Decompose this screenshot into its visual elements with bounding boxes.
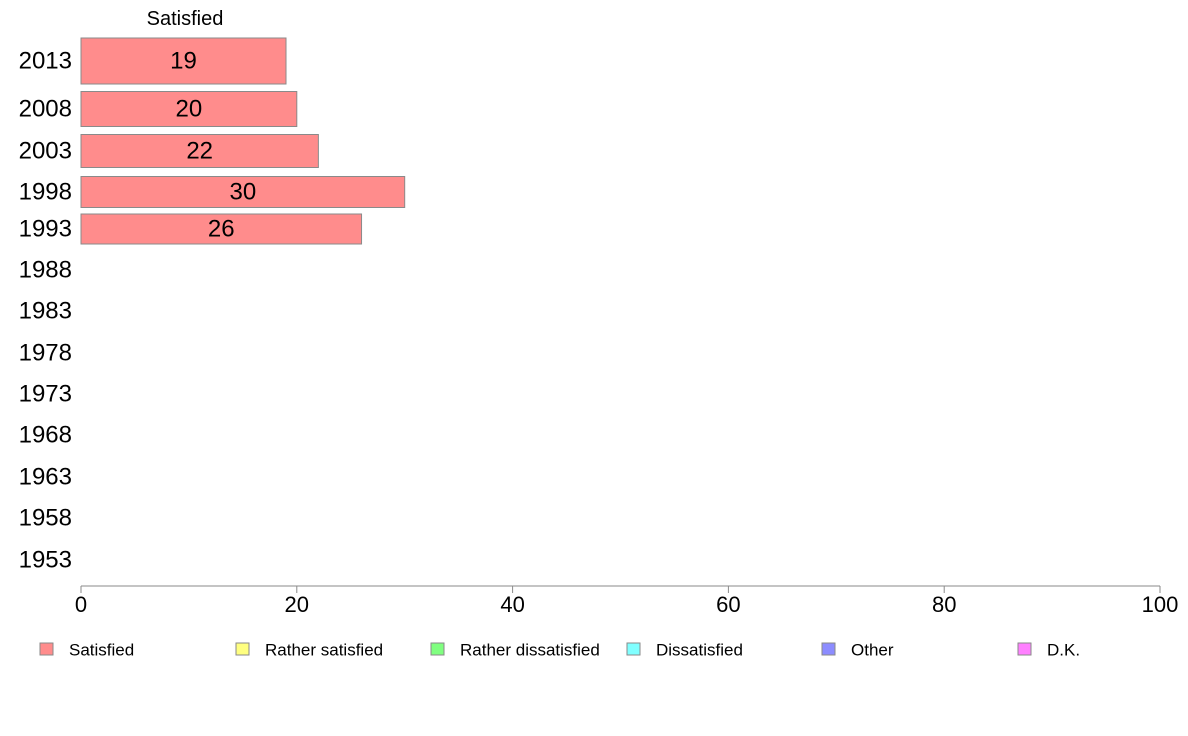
data-label-2003: 22: [186, 138, 213, 165]
legend-swatch-rather-satisfied: [235, 642, 250, 656]
category-label-1958: 1958: [19, 505, 72, 532]
legend-swatch-d-k-: [1017, 642, 1032, 656]
bar-satisfied-1998: [80, 176, 406, 208]
category-label-1978: 1978: [19, 340, 72, 367]
category-label-1963: 1963: [19, 464, 72, 491]
category-label-2013: 2013: [19, 48, 72, 75]
category-label-2003: 2003: [19, 138, 72, 165]
x-tick-label-60: 60: [716, 592, 740, 617]
column-header: Satisfied: [147, 8, 224, 30]
data-label-1993: 26: [208, 216, 235, 243]
x-tick-label-100: 100: [1142, 592, 1179, 617]
legend-label-rather-dissatisfied: Rather dissatisfied: [460, 641, 600, 660]
bar-satisfied-2003: [80, 134, 319, 168]
legend-label-satisfied: Satisfied: [69, 641, 134, 660]
category-label-2008: 2008: [19, 96, 72, 123]
legend-label-other: Other: [851, 641, 894, 660]
legend-swatch-dissatisfied: [626, 642, 641, 656]
x-tick-label-80: 80: [932, 592, 956, 617]
category-label-1973: 1973: [19, 381, 72, 408]
category-label-1998: 1998: [19, 179, 72, 206]
x-tick-label-0: 0: [75, 592, 87, 617]
category-label-1953: 1953: [19, 547, 72, 574]
legend-label-d-k-: D.K.: [1047, 641, 1080, 660]
data-label-2013: 19: [170, 48, 197, 75]
legend-swatch-other: [821, 642, 836, 656]
data-label-2008: 20: [176, 96, 203, 123]
bar-satisfied-2013: [80, 37, 287, 85]
legend-swatch-satisfied: [39, 642, 54, 656]
legend-label-dissatisfied: Dissatisfied: [656, 641, 743, 660]
legend-label-rather-satisfied: Rather satisfied: [265, 641, 383, 660]
data-label-1998: 30: [229, 179, 256, 206]
category-label-1968: 1968: [19, 422, 72, 449]
bar-satisfied-2008: [80, 91, 298, 127]
legend-swatch-rather-dissatisfied: [430, 642, 445, 656]
x-tick-label-40: 40: [500, 592, 524, 617]
bar-satisfied-1993: [80, 213, 363, 245]
category-label-1993: 1993: [19, 216, 72, 243]
x-tick-label-20: 20: [285, 592, 309, 617]
category-label-1988: 1988: [19, 257, 72, 284]
category-label-1983: 1983: [19, 298, 72, 325]
